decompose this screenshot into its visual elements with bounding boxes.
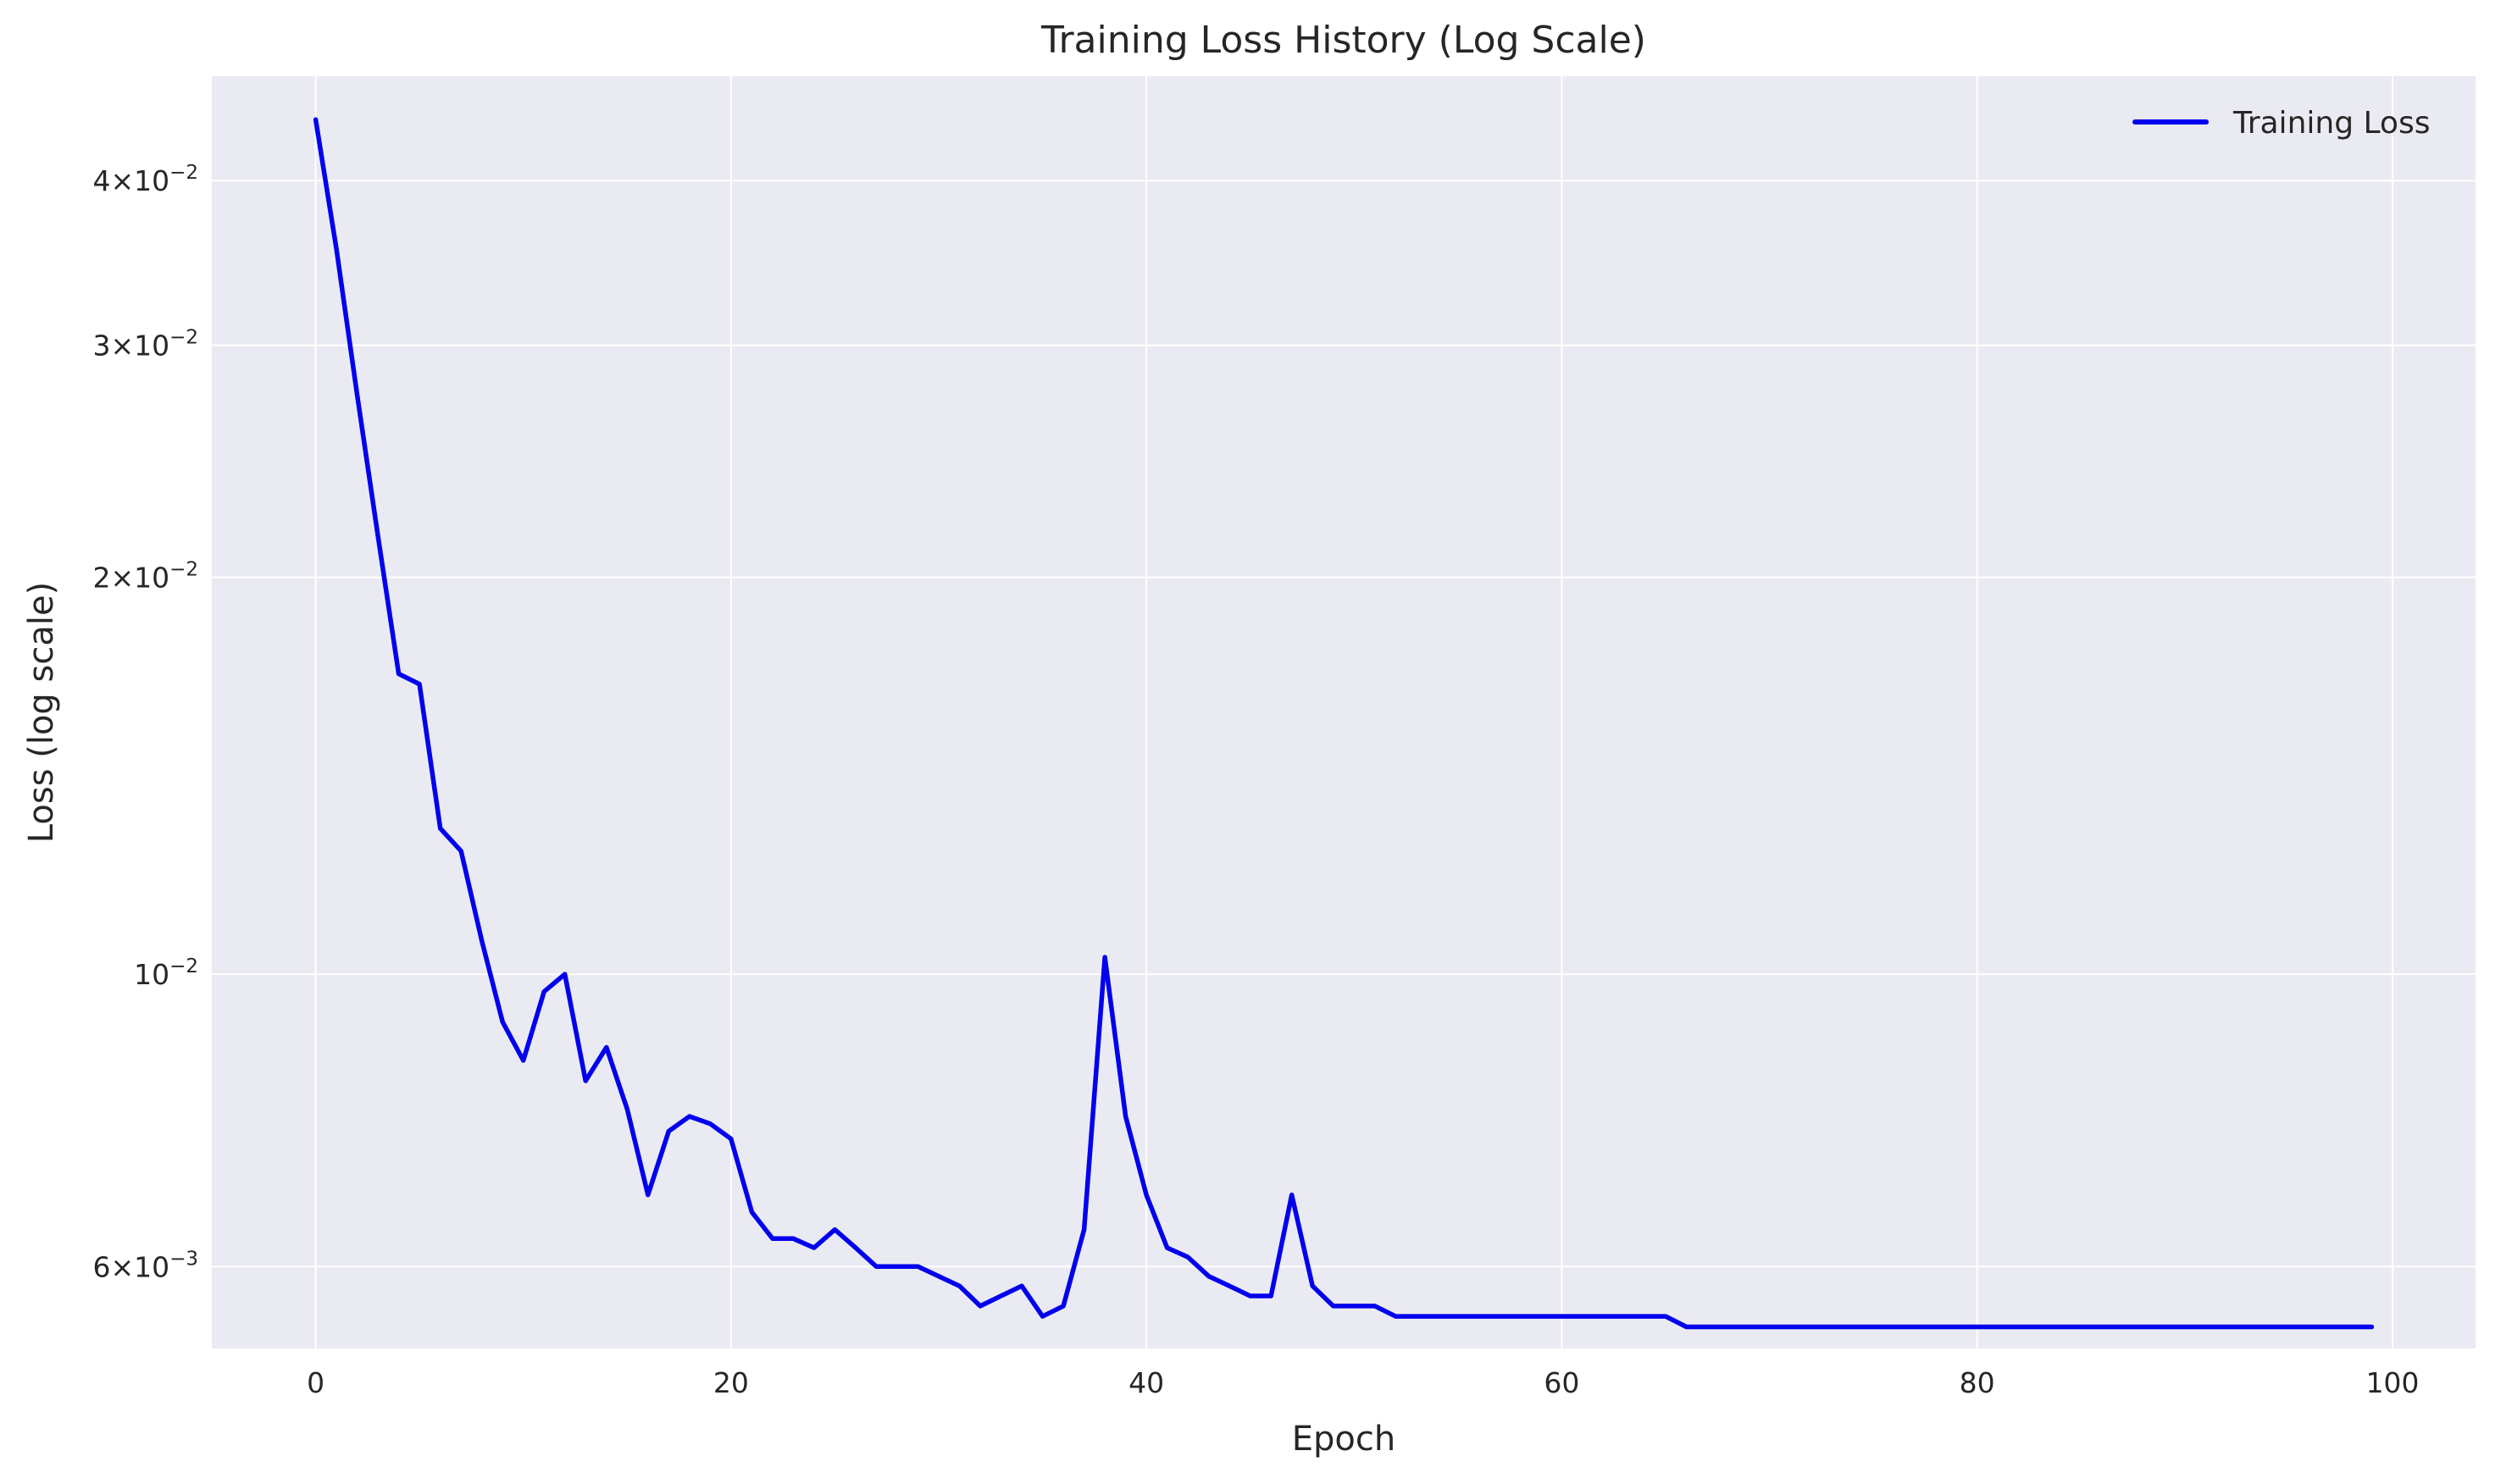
x-tick-label: 80 bbox=[1960, 1366, 1995, 1399]
x-tick-label: 0 bbox=[307, 1366, 324, 1399]
chart-title: Training Loss History (Log Scale) bbox=[1040, 19, 1646, 62]
x-tick-label: 40 bbox=[1128, 1366, 1164, 1399]
x-axis-label: Epoch bbox=[1292, 1420, 1395, 1459]
y-tick-label: 3×10−2 bbox=[92, 327, 198, 363]
grid bbox=[212, 76, 2476, 1348]
legend-label: Training Loss bbox=[2232, 106, 2430, 141]
x-tick-label: 60 bbox=[1544, 1366, 1579, 1399]
series-layer bbox=[313, 117, 2375, 1330]
plot-area bbox=[212, 76, 2476, 1348]
y-axis-ticks: 4×10−2 3×10−2 2×10−2 10−2 6×10−3 bbox=[92, 162, 198, 1283]
x-tick-label: 100 bbox=[2365, 1366, 2419, 1399]
y-tick-label: 4×10−2 bbox=[92, 162, 198, 197]
y-tick-label: 6×10−3 bbox=[92, 1248, 198, 1283]
y-axis-label: Loss (log scale) bbox=[22, 582, 61, 843]
y-tick-label: 2×10−2 bbox=[92, 559, 198, 595]
legend: Training Loss bbox=[2132, 106, 2430, 141]
x-tick-label: 20 bbox=[713, 1366, 749, 1399]
y-tick-label: 10−2 bbox=[134, 955, 198, 991]
series-line-0 bbox=[313, 117, 2375, 1330]
x-axis-ticks: 0 20 40 60 80 100 bbox=[307, 1366, 2419, 1399]
